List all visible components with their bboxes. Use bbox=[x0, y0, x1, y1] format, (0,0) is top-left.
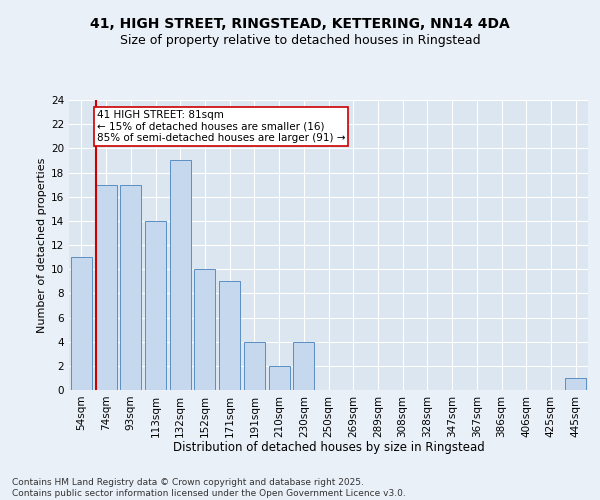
Bar bbox=[95, 184, 116, 390]
Bar bbox=[71, 257, 92, 390]
Bar bbox=[269, 366, 290, 390]
Bar bbox=[244, 342, 265, 390]
Bar bbox=[565, 378, 586, 390]
Text: Contains HM Land Registry data © Crown copyright and database right 2025.
Contai: Contains HM Land Registry data © Crown c… bbox=[12, 478, 406, 498]
Text: Size of property relative to detached houses in Ringstead: Size of property relative to detached ho… bbox=[119, 34, 481, 47]
Bar bbox=[120, 184, 141, 390]
Bar bbox=[219, 281, 240, 390]
Text: 41, HIGH STREET, RINGSTEAD, KETTERING, NN14 4DA: 41, HIGH STREET, RINGSTEAD, KETTERING, N… bbox=[90, 18, 510, 32]
Bar bbox=[170, 160, 191, 390]
Y-axis label: Number of detached properties: Number of detached properties bbox=[37, 158, 47, 332]
X-axis label: Distribution of detached houses by size in Ringstead: Distribution of detached houses by size … bbox=[173, 441, 484, 454]
Text: 41 HIGH STREET: 81sqm
← 15% of detached houses are smaller (16)
85% of semi-deta: 41 HIGH STREET: 81sqm ← 15% of detached … bbox=[97, 110, 345, 143]
Bar bbox=[145, 221, 166, 390]
Bar bbox=[293, 342, 314, 390]
Bar bbox=[194, 269, 215, 390]
